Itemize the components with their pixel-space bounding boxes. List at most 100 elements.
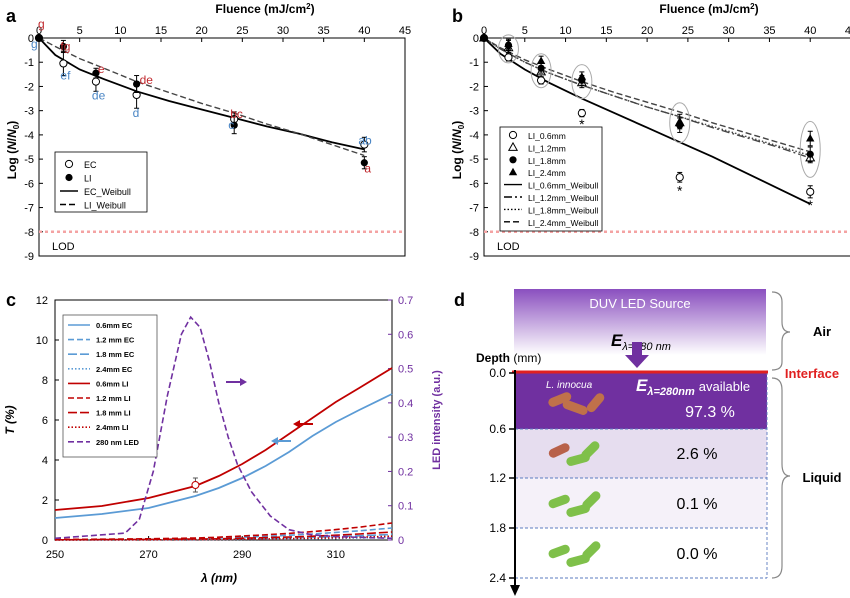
panel-c-ec-arrow xyxy=(271,437,291,445)
panel-a-legend: EC LI EC_Weibull LI_Weibull xyxy=(54,151,148,213)
x-tick-label: 10 xyxy=(559,25,571,37)
interface-label: Interface xyxy=(785,366,839,381)
depth-tick-label: 0.0 xyxy=(489,366,506,380)
series-line xyxy=(54,315,393,540)
layer-3-percent: 0.0 % xyxy=(677,546,718,563)
series-line xyxy=(54,535,393,541)
layer-1-percent: 2.6 % xyxy=(677,446,718,463)
x-tick-label: 270 xyxy=(139,549,157,561)
x-tick-label: 290 xyxy=(233,549,251,561)
y-tick-label: -4 xyxy=(469,130,479,142)
organism-label: L. innocua xyxy=(546,380,593,391)
plot-frame xyxy=(483,37,850,257)
y-tick-label: 0 xyxy=(42,535,48,547)
legend-marker xyxy=(65,173,73,182)
legend-label: 0.6mm LI xyxy=(96,379,129,388)
bacteria-layer-1 xyxy=(548,441,600,466)
legend-label: LI_2.4mm_Weibull xyxy=(528,218,598,228)
x-tick-label: 20 xyxy=(641,25,653,37)
led-source-label: DUV LED Source xyxy=(589,296,690,311)
data-point xyxy=(537,64,545,72)
x-tick-label: 35 xyxy=(318,25,330,37)
series-line xyxy=(483,37,811,159)
y-tick-label: -3 xyxy=(24,106,34,118)
y-tick-label: -5 xyxy=(469,154,479,166)
y-tick-label: -9 xyxy=(24,251,34,263)
panel-b-xlabel: Fluence (mJ/cm2) xyxy=(659,2,758,16)
bacterium-green xyxy=(581,441,600,460)
data-point xyxy=(92,69,100,77)
panel-b-lod-label: LOD xyxy=(497,241,520,253)
panel-b-axes: 0 5 10 15 20 25 30 35 40 45 0 -1 -2 -3 -4 -5 -6 -7 -8 -9 xyxy=(469,25,850,263)
panel-b-marks: * * * xyxy=(478,32,821,213)
data-point xyxy=(479,33,489,41)
significance-letter: g xyxy=(38,17,45,31)
panel-a-marks: g ef de d c ab g fg e de bc a xyxy=(31,17,372,176)
x-tick-label: 0 xyxy=(481,25,487,37)
y-tick-label: -2 xyxy=(24,81,34,93)
bacterium-orange xyxy=(548,443,570,458)
significance-asterisk: * xyxy=(579,116,585,132)
depth-axis-label: Depth (mm) xyxy=(476,351,541,365)
x-tick-label: 10 xyxy=(114,25,126,37)
panel-c-led-arrow xyxy=(226,378,247,386)
bacteria-layer-0 xyxy=(548,392,605,415)
significance-letter: ab xyxy=(358,134,372,148)
legend-label: 1.8 mm EC xyxy=(96,350,135,359)
significance-letter: de xyxy=(92,89,106,103)
x-tick-label: 25 xyxy=(236,25,248,37)
x-tick-label: 30 xyxy=(277,25,289,37)
y-tick-label: 6 xyxy=(42,415,48,427)
legend-marker xyxy=(64,159,74,169)
x-tick-label: 45 xyxy=(845,25,850,37)
x-tick-label: 40 xyxy=(358,25,370,37)
series-line xyxy=(483,37,811,153)
data-point xyxy=(577,72,587,80)
significance-letter: ef xyxy=(60,68,71,82)
series-line xyxy=(54,393,393,519)
data-point xyxy=(675,173,684,182)
data-point xyxy=(360,159,368,167)
data-point xyxy=(536,76,546,85)
data-point xyxy=(230,121,238,129)
x-tick-label: 40 xyxy=(804,25,816,37)
y-tick-label: 4 xyxy=(42,455,48,467)
y-right-tick-label: 0.5 xyxy=(398,364,413,376)
x-tick-label: 20 xyxy=(196,25,208,37)
y-tick-label: 12 xyxy=(36,295,48,307)
panel-c-axes: 250 270 290 310 0 2 4 6 8 10 12 0 0.1 0.2 0.3 0.4 0.5 0.6… xyxy=(36,295,414,561)
x-tick-label: 310 xyxy=(327,549,345,561)
y-right-tick-label: 0.2 xyxy=(398,466,413,478)
data-point xyxy=(806,187,815,196)
legend-label: 2.4mm EC xyxy=(96,365,133,374)
series-line xyxy=(54,522,393,541)
bacteria-layer-3 xyxy=(548,541,601,567)
legend-marker xyxy=(509,156,517,164)
x-tick-label: 15 xyxy=(600,25,612,37)
y-tick-label: -6 xyxy=(24,178,34,190)
group-ellipse xyxy=(669,102,691,144)
y-right-tick-label: 0 xyxy=(398,535,404,547)
data-point xyxy=(536,56,546,65)
panel-b: b Fluence (mJ/cm2) Log (N/N0) 0 5 10 15 20 25… xyxy=(450,2,850,263)
legend-label: LI_0.6mm_Weibull xyxy=(528,181,598,191)
y-tick-label: -3 xyxy=(469,106,479,118)
x-tick-label: 250 xyxy=(46,549,64,561)
legend-label: LI_2.4mm xyxy=(528,168,566,178)
y-tick-label: -1 xyxy=(469,57,479,69)
legend-marker xyxy=(507,141,519,151)
y-tick-label: 10 xyxy=(36,335,48,347)
data-point xyxy=(91,77,101,86)
depth-tick-label: 2.4 xyxy=(489,571,506,585)
significance-letter: a xyxy=(364,162,371,176)
bacterium-green xyxy=(548,544,570,559)
available-energy-label: Eλ=280nm available xyxy=(636,376,750,398)
panel-c-legend: 0.6mm EC 1.2 mm EC 1.8 mm EC 2.4mm EC 0.6mm … xyxy=(62,314,158,458)
x-tick-label: 0 xyxy=(36,25,42,37)
data-point xyxy=(59,42,67,51)
panel-a: a Fluence (mJ/cm2) Log (N/N0) 0 5 10 15 20 25… xyxy=(5,2,411,263)
panel-c-ylabel-right: LED intensity (a.u.) xyxy=(431,370,443,470)
group-ellipse xyxy=(497,34,519,64)
group-ellipse xyxy=(799,120,821,178)
